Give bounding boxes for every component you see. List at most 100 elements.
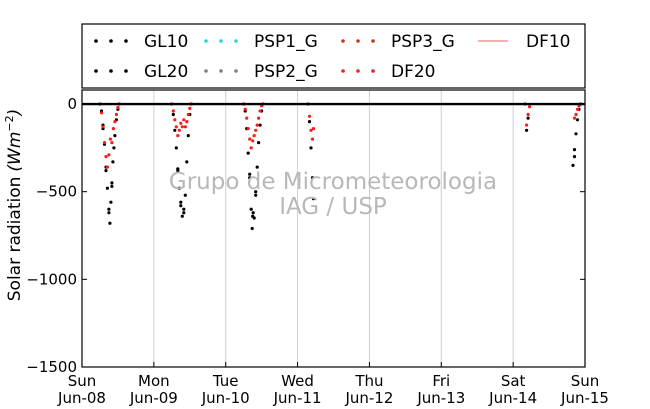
x-tick-label-jun-12: Jun-12 <box>344 389 393 407</box>
point-df20-6 <box>107 153 111 157</box>
point-gl10-53 <box>571 163 575 167</box>
point-df20-43 <box>307 114 312 118</box>
point-df20-22 <box>182 118 186 122</box>
point-df20-15 <box>171 109 175 113</box>
point-gl10-54 <box>572 148 577 152</box>
point-df20-26 <box>188 106 192 110</box>
point-df20-53 <box>575 107 580 111</box>
legend-item-psp2-g: PSP2_G <box>204 62 318 82</box>
point-gl10-21 <box>177 186 181 190</box>
point-df20-51 <box>572 116 577 120</box>
x-tick-label-jun-15: Jun-15 <box>560 389 609 407</box>
point-df20-18 <box>176 134 180 138</box>
point-gl20-2 <box>107 207 111 211</box>
legend-box <box>81 23 586 89</box>
legend-swatch-psp2-g-2 <box>234 69 238 73</box>
point-gl10-37 <box>251 211 255 215</box>
y-axis-label: Solar radiation(Wm−2) <box>3 109 25 302</box>
legend-swatch-gl10-2 <box>124 39 128 43</box>
x-tick-label-jun-10: Jun-10 <box>201 389 250 407</box>
point-df20-39 <box>258 109 262 113</box>
grid-lines <box>153 90 514 367</box>
point-gl10-19 <box>174 146 178 150</box>
legend: GL10 PSP1_G PSP3_G DF10 GL20 PSP2_G DF20 <box>81 23 586 89</box>
point-df20-3 <box>102 141 107 145</box>
x-tick-day-jun-13: Fri <box>432 372 450 390</box>
x-tick-day-jun-10: Tue <box>212 372 239 390</box>
point-df20-34 <box>251 139 255 143</box>
legend-swatch-gl20-2 <box>124 69 128 73</box>
series-df20 <box>98 102 581 169</box>
point-df20-24 <box>185 120 189 124</box>
legend-label-df20: DF20 <box>391 62 436 82</box>
point-df20-4 <box>104 155 108 159</box>
watermark-line-2: IAG / USP <box>279 194 387 220</box>
point-df20-11 <box>114 112 118 117</box>
point-df20-37 <box>255 123 259 127</box>
point-gl10-36 <box>250 226 254 231</box>
point-gl10-6 <box>107 211 111 215</box>
point-df20-49 <box>526 112 530 117</box>
y-tick-label-3: −1500 <box>26 358 77 376</box>
legend-swatch-df20-2 <box>371 69 375 73</box>
point-df20-38 <box>257 116 261 120</box>
point-gl10-8 <box>109 200 113 204</box>
point-df20-20 <box>179 121 183 125</box>
point-gl10-51 <box>525 128 529 132</box>
point-gl10-11 <box>112 146 116 150</box>
point-df20-31 <box>246 127 250 131</box>
point-df20-9 <box>111 127 115 131</box>
point-df20-8 <box>110 141 114 145</box>
point-gl10-46 <box>307 120 312 124</box>
plot-frame <box>81 89 586 368</box>
legend-item-gl10: GL10 <box>94 32 188 52</box>
point-gl10-34 <box>248 176 252 180</box>
x-tick-label-jun-14: Jun-14 <box>488 389 537 407</box>
x-tick-label-jun-09: Jun-09 <box>129 389 178 407</box>
point-gl10-38 <box>252 216 256 220</box>
legend-swatch-psp2-g-0 <box>204 69 208 73</box>
point-gl10-22 <box>179 204 183 208</box>
x-tick-label-jun-11: Jun-11 <box>273 389 322 407</box>
point-gl10-24 <box>182 211 186 215</box>
watermark-line-1: Grupo de Micrometeorologia <box>169 169 497 195</box>
x-tick-day-jun-08: Sun <box>68 372 97 390</box>
legend-label-psp3-g: PSP3_G <box>391 32 455 52</box>
point-gl10-12 <box>113 134 117 138</box>
legend-swatch-psp3-g-1 <box>356 39 360 43</box>
point-gl10-7 <box>108 221 112 225</box>
point-gl20-5 <box>179 200 183 204</box>
point-gl20-1 <box>104 169 108 173</box>
point-gl20-7 <box>248 172 252 176</box>
x-tick-day-jun-09: Mon <box>138 372 170 390</box>
point-gl10-49 <box>311 197 316 201</box>
y-axis-unit: Wm <box>5 132 25 165</box>
point-gl10-26 <box>185 160 189 164</box>
legend-label-gl20: GL20 <box>144 62 188 82</box>
point-df20-36 <box>254 128 258 132</box>
point-df20-7 <box>108 137 112 141</box>
point-df20-33 <box>249 146 253 150</box>
point-gl10-42 <box>258 123 262 127</box>
legend-swatch-gl10-1 <box>109 39 113 43</box>
point-df20-32 <box>248 137 252 141</box>
x-tick-label-jun-13: Jun-13 <box>416 389 465 407</box>
point-gl10-10 <box>111 160 115 164</box>
legend-swatch-gl20-0 <box>94 69 98 73</box>
legend-label-gl10: GL10 <box>144 32 188 52</box>
point-df20-45 <box>310 137 315 141</box>
legend-item-psp1-g: PSP1_G <box>204 32 318 52</box>
legend-swatch-psp3-g-0 <box>341 39 345 43</box>
legend-swatch-df20-1 <box>356 69 360 73</box>
point-df20-44 <box>309 128 313 132</box>
legend-swatch-gl10-0 <box>94 39 98 43</box>
point-gl10-17 <box>171 112 175 117</box>
point-gl20-10 <box>572 155 577 159</box>
x-tick-day-jun-12: Thu <box>354 372 383 390</box>
y-tick-label-2: −1000 <box>26 270 77 288</box>
legend-item-df10: DF10 <box>478 32 571 52</box>
point-gl10-18 <box>173 128 177 132</box>
point-gl10-9 <box>110 184 114 188</box>
point-df20-12 <box>116 105 120 110</box>
